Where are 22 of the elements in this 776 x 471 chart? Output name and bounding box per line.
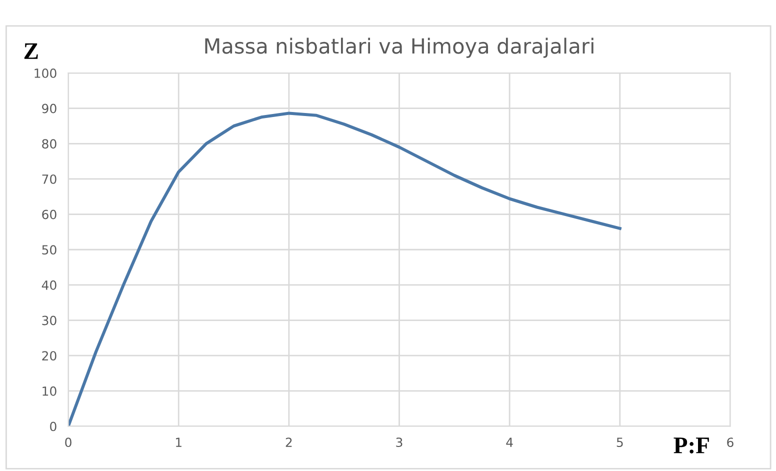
y-tick-label: 80 — [42, 139, 56, 149]
x-tick-label: 1 — [176, 438, 182, 447]
y-tick-label: 90 — [42, 104, 56, 114]
x-tick-label: 4 — [506, 438, 513, 447]
y-tick-label: 30 — [42, 316, 56, 326]
y-tick-label: 20 — [42, 351, 56, 361]
y-axis-title: Z — [24, 43, 38, 59]
x-axis-title: P:F — [674, 438, 709, 454]
x-tick-label: 2 — [286, 438, 292, 447]
y-tick-label: 60 — [42, 210, 56, 220]
y-tick-label: 70 — [42, 174, 56, 184]
line-series — [68, 112, 622, 426]
y-tick-label: 100 — [34, 68, 56, 78]
x-tick-label: 6 — [727, 438, 734, 448]
x-tick-label: 3 — [396, 438, 402, 448]
y-tick-label: 0 — [50, 422, 56, 432]
y-tick-label: 50 — [42, 245, 56, 255]
chart-title: Massa nisbatlari va Himoya darajalari — [205, 38, 594, 58]
y-tick-label: 40 — [42, 280, 56, 290]
y-tick-label: 10 — [42, 386, 56, 396]
x-tick-label: 0 — [65, 438, 72, 448]
x-tick-label: 5 — [616, 438, 623, 448]
